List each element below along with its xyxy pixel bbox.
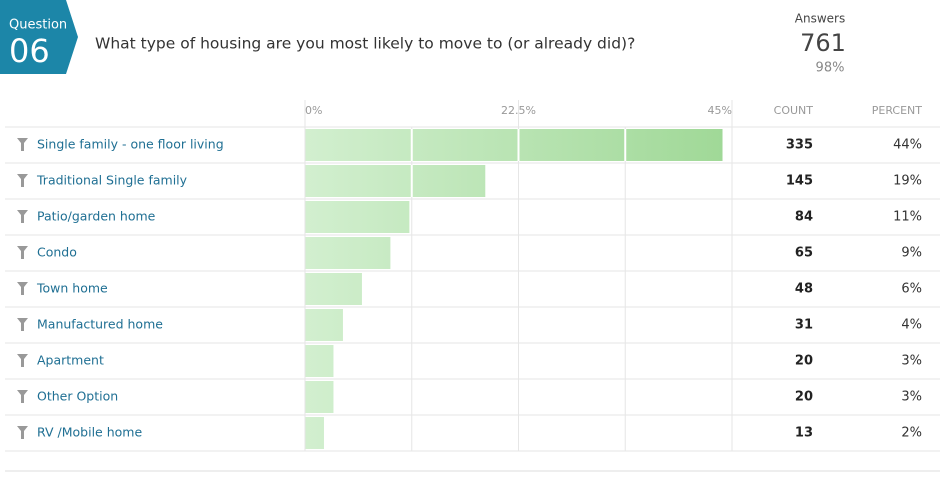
value-label: 4% (901, 318, 922, 333)
count: 335 (786, 138, 813, 153)
bar (305, 165, 486, 197)
filter-icon-shape (17, 318, 28, 331)
value-label: 2% (901, 426, 922, 441)
bar (305, 201, 410, 233)
bar (305, 381, 334, 413)
count: 48 (795, 282, 813, 297)
x-tick-label: 0% (305, 104, 322, 117)
count: 65 (795, 246, 813, 261)
count: 145 (786, 174, 813, 189)
category-label: Traditional Single family (36, 173, 188, 188)
count: 13 (795, 426, 813, 441)
count: 84 (795, 210, 813, 225)
value-label: 3% (901, 354, 922, 369)
filter-icon-shape (17, 354, 28, 367)
filter-icon-shape (17, 426, 28, 439)
filter-icon-shape (17, 174, 28, 187)
bar (305, 417, 324, 449)
question-label: Question (9, 18, 67, 33)
value-label: 6% (901, 282, 922, 297)
category-label: Apartment (37, 353, 104, 368)
answers-percent: 98% (816, 61, 845, 76)
filter-icon-shape (17, 390, 28, 403)
filter-icon (17, 390, 28, 403)
bar (305, 129, 723, 161)
category-label: RV /Mobile home (37, 425, 142, 440)
answers-count: 761 (800, 29, 846, 57)
count: 31 (795, 318, 813, 333)
category-label: Town home (36, 281, 108, 296)
category-label: Other Option (37, 389, 118, 404)
bar (305, 237, 391, 269)
value-label: 19% (893, 174, 922, 189)
x-tick-label: 45% (708, 104, 732, 117)
value-label: 11% (893, 210, 922, 225)
filter-icon (17, 174, 28, 187)
question-text: What type of housing are you most likely… (95, 35, 635, 53)
value-label: 9% (901, 246, 922, 261)
category-label: Patio/garden home (37, 209, 156, 224)
count: 20 (795, 354, 813, 369)
question-badge (0, 0, 78, 74)
question-number: 06 (9, 32, 50, 70)
value-label: 3% (901, 390, 922, 405)
filter-icon (17, 210, 28, 223)
filter-icon-shape (17, 246, 28, 259)
column-header: COUNT (774, 104, 814, 117)
filter-icon (17, 246, 28, 259)
filter-icon (17, 318, 28, 331)
filter-icon (17, 426, 28, 439)
filter-icon (17, 282, 28, 295)
filter-icon-shape (17, 138, 28, 151)
filter-icon-shape (17, 210, 28, 223)
count: 20 (795, 390, 813, 405)
category-label: Condo (37, 245, 77, 260)
filter-icon (17, 354, 28, 367)
filter-icon-shape (17, 282, 28, 295)
column-header: PERCENT (872, 104, 923, 117)
bar (305, 345, 334, 377)
bar (305, 273, 362, 305)
bar (305, 309, 343, 341)
value-label: 44% (893, 138, 922, 153)
answers-label: Answers (795, 12, 845, 26)
filter-icon (17, 138, 28, 151)
category-label: Manufactured home (37, 317, 163, 332)
category-label: Single family - one floor living (37, 137, 224, 152)
